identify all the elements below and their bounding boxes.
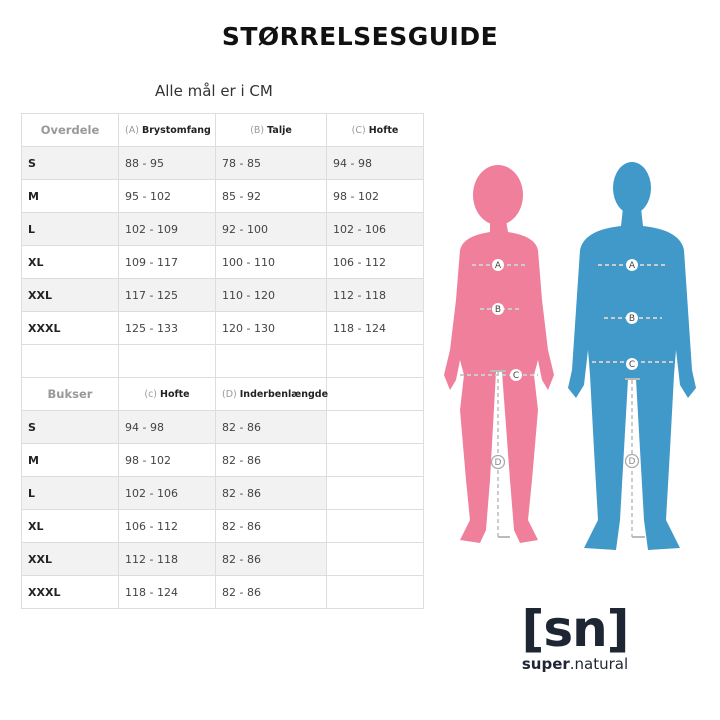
value-cell: 112 - 118 xyxy=(118,542,216,576)
table-row: XL 106 - 112 82 - 86 xyxy=(21,509,424,543)
size-cell: S xyxy=(21,410,119,444)
value-cell: 120 - 130 xyxy=(215,311,327,345)
svg-text:A: A xyxy=(495,261,502,271)
units-note: Alle mål er i CM xyxy=(155,82,273,100)
logo-wordmark: super.natural xyxy=(521,655,629,673)
size-cell: XXXL xyxy=(21,575,119,609)
value-cell: 102 - 109 xyxy=(118,212,216,246)
value-cell: 112 - 118 xyxy=(326,278,424,312)
svg-text:C: C xyxy=(513,371,519,381)
svg-text:C: C xyxy=(629,360,635,370)
value-cell: 82 - 86 xyxy=(215,410,327,444)
table-row: XXL 112 - 118 82 - 86 xyxy=(21,542,424,576)
size-cell: XL xyxy=(21,245,119,279)
measurement-marker-a: A xyxy=(492,259,504,271)
value-cell: 94 - 98 xyxy=(118,410,216,444)
svg-text:D: D xyxy=(495,458,502,468)
size-cell: S xyxy=(21,146,119,180)
page-title: STØRRELSESGUIDE xyxy=(221,22,499,51)
value-cell: 95 - 102 xyxy=(118,179,216,213)
measurement-marker-c: C xyxy=(510,369,522,381)
brand-logo: [sn] super.natural xyxy=(520,600,630,672)
table-row: XXXL 125 - 133 120 - 130 118 - 124 xyxy=(21,311,424,345)
table-row: XXXL 118 - 124 82 - 86 xyxy=(21,575,424,609)
value-cell: 117 - 125 xyxy=(118,278,216,312)
svg-text:B: B xyxy=(629,314,635,324)
measurement-marker-a: A xyxy=(626,259,638,271)
value-cell: 106 - 112 xyxy=(118,509,216,543)
size-cell: L xyxy=(21,212,119,246)
column-header: (c) Hofte xyxy=(118,377,216,411)
value-cell: 125 - 133 xyxy=(118,311,216,345)
size-cell: L xyxy=(21,476,119,510)
value-cell: 82 - 86 xyxy=(215,476,327,510)
measurement-marker-b: B xyxy=(492,303,504,315)
value-cell: 82 - 86 xyxy=(215,575,327,609)
table-row: S 94 - 98 82 - 86 xyxy=(21,410,424,444)
column-header: (A) Brystomfang xyxy=(118,113,216,147)
svg-text:A: A xyxy=(629,261,636,271)
svg-text:D: D xyxy=(629,457,636,467)
value-cell: 82 - 86 xyxy=(215,542,327,576)
svg-text:B: B xyxy=(495,305,501,315)
table-row: L 102 - 106 82 - 86 xyxy=(21,476,424,510)
measurement-marker-c: C xyxy=(626,358,638,370)
table-header-row: Overdele (A) Brystomfang (B) Talje (C) Hoft… xyxy=(21,113,424,147)
value-cell: 102 - 106 xyxy=(118,476,216,510)
value-cell: 98 - 102 xyxy=(118,443,216,477)
value-cell: 109 - 117 xyxy=(118,245,216,279)
measurement-marker-b: B xyxy=(626,312,638,324)
size-table: Overdele (A) Brystomfang (B) Talje (C) Hoft… xyxy=(21,113,424,609)
size-cell: XXL xyxy=(21,278,119,312)
value-cell: 102 - 106 xyxy=(326,212,424,246)
table-row: M 95 - 102 85 - 92 98 - 102 xyxy=(21,179,424,213)
value-cell: 98 - 102 xyxy=(326,179,424,213)
table-row: XXL 117 - 125 110 - 120 112 - 118 xyxy=(21,278,424,312)
section-label: Overdele xyxy=(21,113,119,147)
measurement-marker-d: D xyxy=(624,453,640,469)
size-cell: M xyxy=(21,179,119,213)
table-row: S 88 - 95 78 - 85 94 - 98 xyxy=(21,146,424,180)
man-silhouette xyxy=(568,162,696,550)
column-header: (D) Inderbenlængde xyxy=(215,377,328,411)
body-measurement-figure: A B C D A B C D xyxy=(444,162,696,550)
spacer-row xyxy=(21,344,424,378)
value-cell: 92 - 100 xyxy=(215,212,327,246)
section-label: Bukser xyxy=(21,377,119,411)
value-cell: 82 - 86 xyxy=(215,509,327,543)
value-cell: 118 - 124 xyxy=(118,575,216,609)
value-cell: 118 - 124 xyxy=(326,311,424,345)
value-cell: 106 - 112 xyxy=(326,245,424,279)
size-cell: XXL xyxy=(21,542,119,576)
woman-silhouette xyxy=(444,165,554,543)
column-header: (C) Hofte xyxy=(326,113,424,147)
size-cell: M xyxy=(21,443,119,477)
table-row: L 102 - 109 92 - 100 102 - 106 xyxy=(21,212,424,246)
value-cell: 82 - 86 xyxy=(215,443,327,477)
value-cell: 110 - 120 xyxy=(215,278,327,312)
table-row: XL 109 - 117 100 - 110 106 - 112 xyxy=(21,245,424,279)
table-row: M 98 - 102 82 - 86 xyxy=(21,443,424,477)
size-cell: XL xyxy=(21,509,119,543)
value-cell: 85 - 92 xyxy=(215,179,327,213)
value-cell: 78 - 85 xyxy=(215,146,327,180)
table-header-row: Bukser (c) Hofte (D) Inderbenlængde xyxy=(21,377,424,411)
measurement-marker-d: D xyxy=(490,454,506,470)
value-cell: 94 - 98 xyxy=(326,146,424,180)
column-header: (B) Talje xyxy=(215,113,327,147)
value-cell: 88 - 95 xyxy=(118,146,216,180)
logo-mark: [sn] xyxy=(521,600,629,658)
size-cell: XXXL xyxy=(21,311,119,345)
value-cell: 100 - 110 xyxy=(215,245,327,279)
